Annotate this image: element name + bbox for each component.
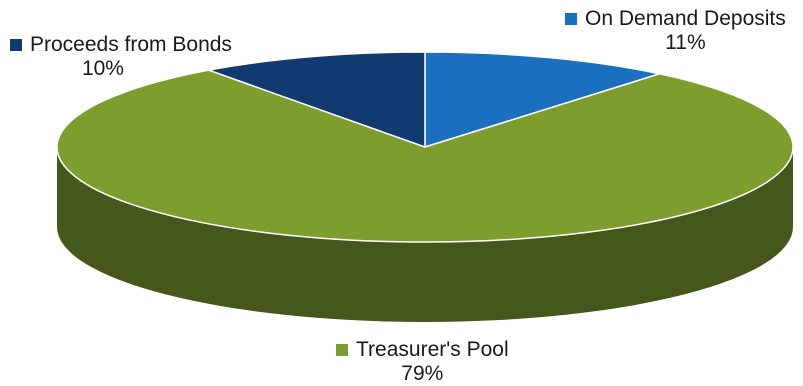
slice-side-treasurer-s-pool bbox=[57, 147, 793, 322]
slice-name-proceeds-from-bonds: Proceeds from Bonds bbox=[30, 33, 232, 56]
slice-label-on-demand-deposits: On Demand Deposits 11% bbox=[565, 7, 786, 55]
pie-top bbox=[56, 51, 794, 243]
slice-proceeds-from-bonds bbox=[205, 51, 426, 149]
slice-percent-treasurers-pool: 79% bbox=[401, 362, 444, 385]
slice-treasurer-s-pool bbox=[56, 69, 794, 243]
pie-depth bbox=[57, 147, 793, 322]
slice-name-on-demand-deposits: On Demand Deposits bbox=[585, 7, 786, 30]
slice-label-proceeds-from-bonds: Proceeds from Bonds 10% bbox=[10, 33, 232, 81]
slice-label-treasurers-pool: Treasurer's Pool 79% bbox=[336, 338, 509, 386]
slice-name-treasurers-pool: Treasurer's Pool bbox=[356, 338, 509, 361]
legend-swatch-on-demand-deposits bbox=[565, 13, 577, 25]
slice-percent-on-demand-deposits: 11% bbox=[665, 31, 706, 54]
slice-percent-proceeds-from-bonds: 10% bbox=[81, 57, 124, 80]
legend-swatch-proceeds-from-bonds bbox=[10, 39, 22, 51]
slice-on-demand-deposits bbox=[424, 51, 663, 149]
legend-swatch-treasurers-pool bbox=[336, 344, 348, 356]
